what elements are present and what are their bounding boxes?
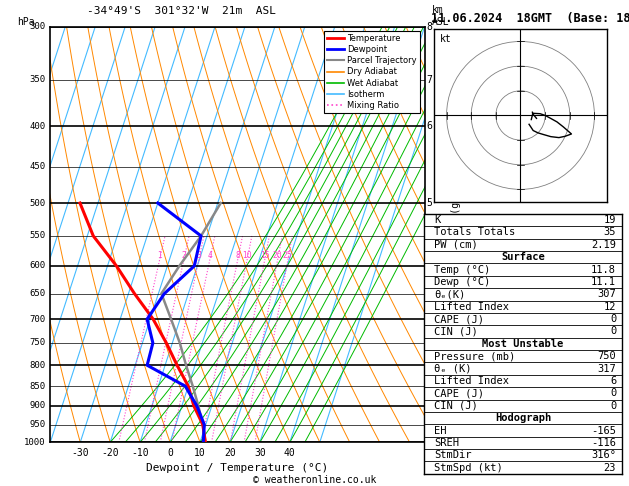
Text: 15: 15 — [260, 251, 269, 260]
Text: Dewp (°C): Dewp (°C) — [434, 277, 490, 287]
Text: 600: 600 — [30, 261, 46, 270]
Text: 6: 6 — [610, 376, 616, 386]
Text: -165: -165 — [591, 426, 616, 435]
Text: CIN (J): CIN (J) — [434, 327, 477, 336]
Text: 400: 400 — [30, 122, 46, 131]
Text: Mixing Ratio (g/kg): Mixing Ratio (g/kg) — [452, 179, 462, 290]
Text: 30: 30 — [254, 449, 266, 458]
Text: -20: -20 — [101, 449, 119, 458]
Text: -30: -30 — [72, 449, 89, 458]
Text: Pressure (mb): Pressure (mb) — [434, 351, 515, 361]
Text: Dewpoint / Temperature (°C): Dewpoint / Temperature (°C) — [147, 463, 328, 473]
Text: 700: 700 — [30, 314, 46, 324]
Text: 500: 500 — [30, 199, 46, 208]
Text: 750: 750 — [30, 338, 46, 347]
Text: 40: 40 — [284, 449, 296, 458]
Text: 11.06.2024  18GMT  (Base: 18): 11.06.2024 18GMT (Base: 18) — [431, 12, 629, 25]
Text: CAPE (J): CAPE (J) — [434, 388, 484, 399]
Text: 0: 0 — [610, 314, 616, 324]
Text: EH: EH — [434, 426, 447, 435]
Text: 25: 25 — [283, 251, 292, 260]
Text: km
ASL: km ASL — [432, 5, 450, 27]
Text: 23: 23 — [604, 463, 616, 473]
Text: 20: 20 — [224, 449, 236, 458]
Text: 11.8: 11.8 — [591, 264, 616, 275]
Text: 2: 2 — [181, 251, 186, 260]
Text: kt: kt — [440, 35, 451, 44]
Text: 350: 350 — [30, 75, 46, 85]
Text: CIN (J): CIN (J) — [434, 401, 477, 411]
Text: θₑ(K): θₑ(K) — [434, 289, 465, 299]
Text: 35: 35 — [604, 227, 616, 238]
Text: 12: 12 — [604, 302, 616, 312]
Text: 750: 750 — [598, 351, 616, 361]
Text: 1: 1 — [157, 251, 162, 260]
Text: 850: 850 — [30, 382, 46, 391]
Text: 316°: 316° — [591, 450, 616, 460]
Text: 3: 3 — [426, 314, 432, 324]
Legend: Temperature, Dewpoint, Parcel Trajectory, Dry Adiabat, Wet Adiabat, Isotherm, Mi: Temperature, Dewpoint, Parcel Trajectory… — [324, 31, 420, 113]
Text: K: K — [434, 215, 440, 225]
Text: Lifted Index: Lifted Index — [434, 302, 509, 312]
Text: 900: 900 — [30, 401, 46, 410]
Text: 0: 0 — [610, 388, 616, 399]
Text: LCL: LCL — [426, 437, 444, 447]
Text: 11.1: 11.1 — [591, 277, 616, 287]
Text: -34°49'S  301°32'W  21m  ASL: -34°49'S 301°32'W 21m ASL — [87, 6, 276, 17]
Text: 7: 7 — [426, 75, 432, 85]
Text: 10: 10 — [194, 449, 206, 458]
Text: 4: 4 — [208, 251, 212, 260]
Text: 307: 307 — [598, 289, 616, 299]
Text: 8: 8 — [426, 22, 432, 32]
Text: 550: 550 — [30, 231, 46, 241]
Text: 6: 6 — [426, 121, 432, 131]
Text: CAPE (J): CAPE (J) — [434, 314, 484, 324]
Text: Most Unstable: Most Unstable — [482, 339, 564, 349]
Text: hPa: hPa — [17, 17, 35, 27]
Text: PW (cm): PW (cm) — [434, 240, 477, 250]
Text: 10: 10 — [242, 251, 252, 260]
Text: 0: 0 — [167, 449, 173, 458]
Text: 5: 5 — [426, 198, 432, 208]
Text: 2: 2 — [426, 360, 432, 370]
Text: © weatheronline.co.uk: © weatheronline.co.uk — [253, 475, 376, 485]
Text: 1: 1 — [426, 401, 432, 411]
Text: 0: 0 — [610, 327, 616, 336]
Text: 8: 8 — [235, 251, 240, 260]
Text: -10: -10 — [131, 449, 149, 458]
Text: Totals Totals: Totals Totals — [434, 227, 515, 238]
Text: 300: 300 — [30, 22, 46, 31]
Text: 0: 0 — [610, 401, 616, 411]
Text: SREH: SREH — [434, 438, 459, 448]
Text: -116: -116 — [591, 438, 616, 448]
Text: 20: 20 — [273, 251, 282, 260]
Text: StmSpd (kt): StmSpd (kt) — [434, 463, 503, 473]
Text: 317: 317 — [598, 364, 616, 374]
Text: 950: 950 — [30, 420, 46, 429]
Text: StmDir: StmDir — [434, 450, 471, 460]
Text: 450: 450 — [30, 162, 46, 171]
Text: Hodograph: Hodograph — [495, 413, 551, 423]
Text: 650: 650 — [30, 289, 46, 298]
Text: 19: 19 — [604, 215, 616, 225]
Text: Temp (°C): Temp (°C) — [434, 264, 490, 275]
Text: Lifted Index: Lifted Index — [434, 376, 509, 386]
Text: 1000: 1000 — [25, 438, 46, 447]
Text: 3: 3 — [196, 251, 201, 260]
Text: 2.19: 2.19 — [591, 240, 616, 250]
Text: Surface: Surface — [501, 252, 545, 262]
Text: 4: 4 — [426, 261, 432, 271]
Text: 800: 800 — [30, 361, 46, 370]
Text: θₑ (K): θₑ (K) — [434, 364, 471, 374]
